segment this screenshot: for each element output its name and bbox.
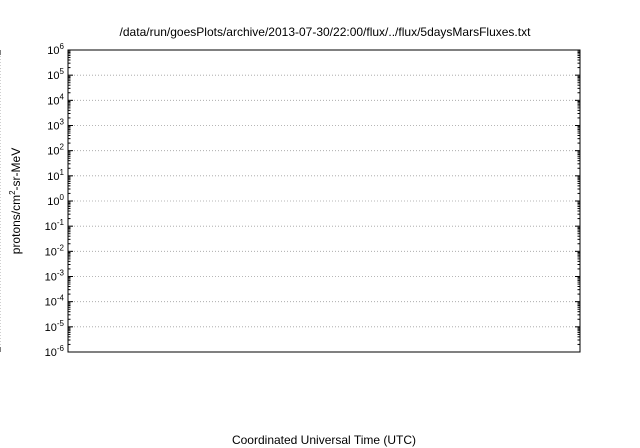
y-tick-base: 10 (47, 171, 59, 183)
y-tick-exp: -4 (57, 294, 65, 303)
y-tick-exp: 5 (60, 67, 65, 76)
grid-lines (0, 50, 580, 352)
y-tick-base: 10 (45, 272, 57, 284)
y-tick-base: 10 (47, 70, 59, 82)
y-tick-base: 10 (47, 45, 59, 57)
y-tick-exp: -2 (57, 243, 65, 252)
y-tick-base: 10 (47, 146, 59, 158)
y-tick-base: 10 (45, 297, 57, 309)
y-tick-base: 10 (45, 246, 57, 258)
y-tick-base: 10 (45, 322, 57, 334)
y-tick-label: 10-4 (45, 294, 65, 309)
y-tick-label: 106 (47, 42, 64, 57)
y-tick-base: 10 (47, 95, 59, 107)
y-tick-exp: -6 (57, 344, 65, 353)
y-tick-label: 10-1 (45, 218, 65, 233)
y-tick-exp: -5 (57, 319, 65, 328)
y-tick-label: 10-5 (45, 319, 65, 334)
y-tick-exp: 3 (60, 118, 65, 127)
y-axis-label-suffix: -sr-MeV (9, 148, 23, 191)
y-tick-label: 101 (47, 168, 64, 183)
y-tick-label: 10-3 (45, 269, 65, 284)
y-axis-label: protons/cm2-sr-MeV (8, 148, 23, 254)
y-tick-base: 10 (47, 196, 59, 208)
y-tick-exp: -1 (57, 218, 65, 227)
y-tick-exp: -3 (57, 269, 65, 278)
y-tick-label: 102 (47, 143, 64, 158)
y-tick-exp: 1 (60, 168, 65, 177)
y-tick-exp: 2 (60, 143, 65, 152)
y-tick-base: 10 (45, 347, 57, 359)
y-axis-label-prefix: protons/cm (9, 195, 23, 254)
y-tick-base: 10 (45, 221, 57, 233)
y-tick-label: 10-2 (45, 243, 65, 258)
y-axis-label-sup: 2 (8, 190, 17, 195)
y-tick-label: 103 (47, 118, 64, 133)
chart-title: /data/run/goesPlots/archive/2013-07-30/2… (120, 25, 532, 39)
y-tick-label: 104 (47, 92, 64, 107)
y-tick-base: 10 (47, 121, 59, 133)
y-tick-label: 100 (47, 193, 64, 208)
y-axis-ticks: 10-610-510-410-310-210-11001011021031041… (45, 42, 580, 359)
y-tick-exp: 6 (60, 42, 65, 51)
y-tick-label: 10-6 (45, 344, 65, 359)
y-tick-label: 105 (47, 67, 64, 82)
y-tick-exp: 4 (60, 92, 65, 101)
x-axis-label: Coordinated Universal Time (UTC) (232, 433, 416, 447)
y-tick-exp: 0 (60, 193, 65, 202)
